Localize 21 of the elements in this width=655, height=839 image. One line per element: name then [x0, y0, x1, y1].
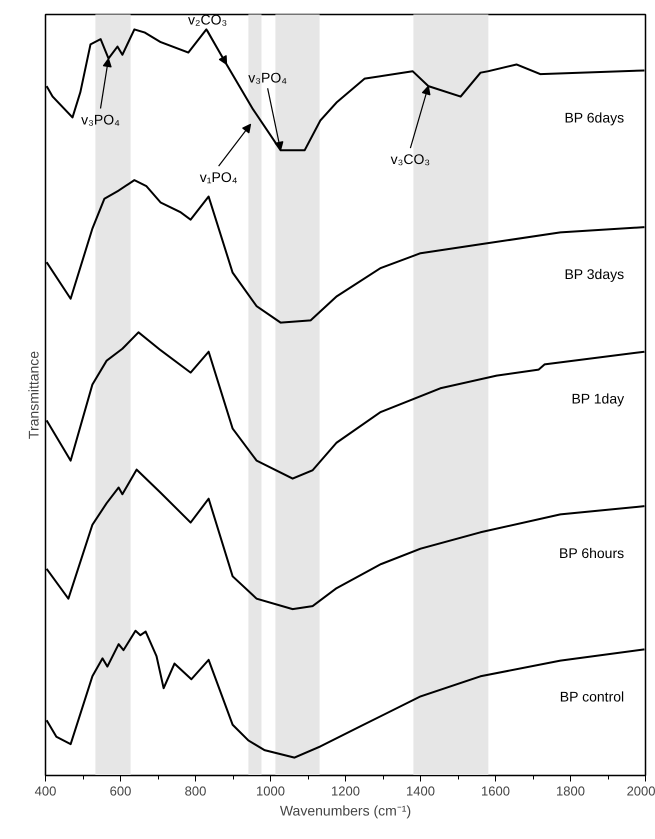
x-axis-title: Wavenumbers (cm⁻¹)	[280, 802, 412, 818]
text: BP 1day	[571, 390, 624, 407]
x-tick-label: 1600	[481, 784, 510, 798]
x-tick-label: 2000	[626, 784, 655, 798]
annotation: v₃PO₄	[81, 112, 120, 128]
annotation: v₂CO₃	[188, 11, 228, 28]
x-tick-label: 800	[184, 784, 206, 798]
x-tick-label: 600	[110, 784, 132, 798]
x-tick-label: 1000	[256, 784, 285, 798]
annotation: v₃CO₃	[390, 151, 430, 168]
series-label: BP control	[560, 688, 624, 704]
x-tick-label: 1800	[556, 784, 585, 798]
x-tick-label: 400	[34, 784, 56, 798]
x-tick-label: 1400	[406, 784, 435, 798]
y-axis-title: Transmittance	[26, 350, 42, 440]
text: BP 3days	[564, 266, 624, 282]
annotation: v₁PO₄	[200, 169, 238, 186]
x-tick-label: 1200	[331, 784, 360, 798]
text: BP 6hours	[559, 545, 624, 562]
text: BP 6days	[564, 109, 624, 126]
annotation: v₃PO₄	[248, 69, 288, 86]
